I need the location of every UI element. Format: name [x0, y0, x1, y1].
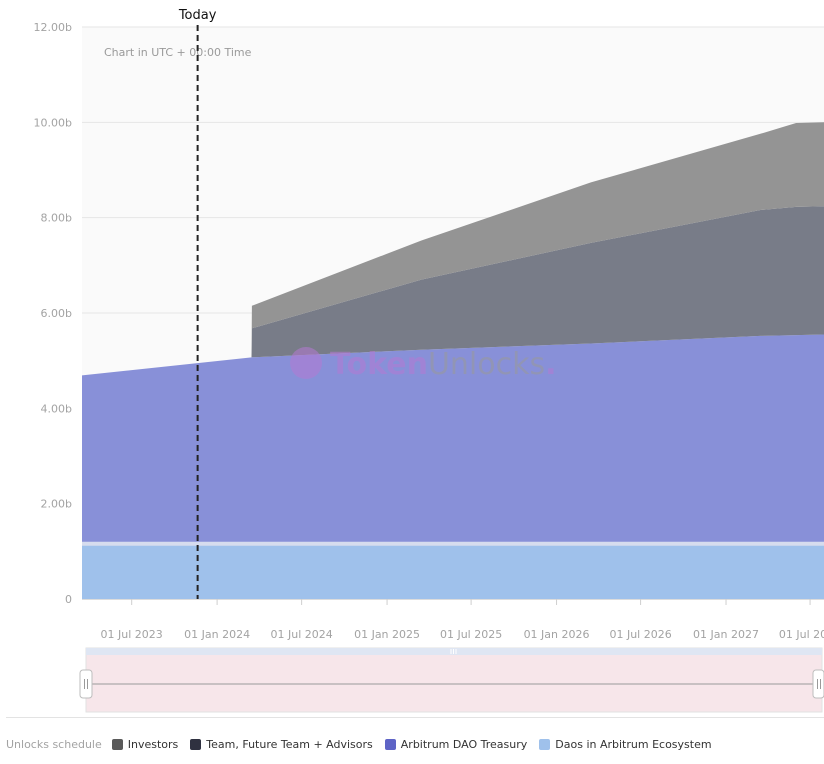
- y-tick-label: 0: [65, 593, 72, 606]
- navigator-grip-icon[interactable]: [450, 649, 457, 654]
- timezone-note: Chart in UTC + 00:00 Time: [104, 46, 252, 59]
- y-tick-label: 8.00b: [41, 212, 72, 225]
- today-marker: Today: [178, 8, 217, 599]
- y-tick-label: 6.00b: [41, 307, 72, 320]
- x-tick-label: 01 Jul 2024: [270, 628, 332, 641]
- navigator-selection[interactable]: [85, 647, 823, 713]
- watermark: TokenUnlocks.: [290, 347, 557, 382]
- legend-label: Arbitrum DAO Treasury: [400, 738, 528, 751]
- legend-divider: [6, 717, 824, 718]
- legend-title: Unlocks schedule: [6, 738, 102, 751]
- legend-item-team[interactable]: Team, Future Team + Advisors: [190, 738, 373, 751]
- x-tick-label: 01 Jan 2026: [524, 628, 590, 641]
- legend-label: Team, Future Team + Advisors: [206, 738, 373, 751]
- watermark-dot: .: [545, 347, 556, 382]
- legend-item-dao-treasury[interactable]: Arbitrum DAO Treasury: [384, 738, 528, 751]
- area-investors: [82, 122, 824, 376]
- x-tick-label: 01 Jan 2025: [354, 628, 420, 641]
- area-daos-in-arbitrum-ecosystem: [82, 543, 824, 599]
- y-tick-label: 10.00b: [34, 116, 72, 129]
- today-label: Today: [178, 8, 217, 23]
- watermark-unlocks: Unlocks: [428, 347, 545, 382]
- unlock-schedule-chart: TokenUnlocks. 0 2.00b 4.00b 6.00b 8.00b 10.00…: [34, 8, 824, 713]
- x-tick-label: 01 Jan 2024: [184, 628, 250, 641]
- x-axis: 01 Jul 2023 01 Jan 2024 01 Jul 2024 01 Jan …: [82, 599, 824, 641]
- legend-label: Investors: [127, 738, 179, 751]
- watermark-token: Token: [330, 347, 428, 382]
- x-tick-label: 01 Jul 2027: [779, 628, 824, 641]
- legend-label: Daos in Arbitrum Ecosystem: [555, 738, 712, 751]
- legend-swatch: [111, 739, 123, 750]
- range-navigator[interactable]: [79, 647, 824, 713]
- x-tick-label: 01 Jul 2026: [609, 628, 671, 641]
- legend-item-investors[interactable]: Investors: [111, 738, 179, 751]
- x-tick-label: 01 Jan 2027: [693, 628, 759, 641]
- legend-swatch: [384, 739, 396, 750]
- x-tick-label: 01 Jul 2025: [440, 628, 502, 641]
- legend: Unlocks schedule Investors Team, Future …: [6, 738, 724, 751]
- legend-item-daos-ecosystem[interactable]: Daos in Arbitrum Ecosystem: [539, 738, 712, 751]
- y-tick-label: 2.00b: [41, 498, 72, 511]
- legend-swatch: [539, 739, 551, 750]
- watermark-logo-icon: [290, 347, 322, 379]
- area-arbitrum-dao-treasury: [82, 334, 824, 544]
- area-series: [82, 122, 824, 599]
- y-tick-label: 12.00b: [34, 21, 72, 34]
- y-axis: 0 2.00b 4.00b 6.00b 8.00b 10.00b 12.00b: [34, 21, 72, 606]
- area-team-future-team-advisors: [82, 206, 824, 376]
- navigator-right-handle[interactable]: [812, 669, 824, 699]
- y-tick-label: 4.00b: [41, 402, 72, 415]
- navigator-left-handle[interactable]: [79, 669, 93, 699]
- x-tick-label: 01 Jul 2023: [101, 628, 163, 641]
- svg-text:TokenUnlocks.: TokenUnlocks.: [330, 347, 557, 382]
- legend-swatch: [190, 739, 202, 750]
